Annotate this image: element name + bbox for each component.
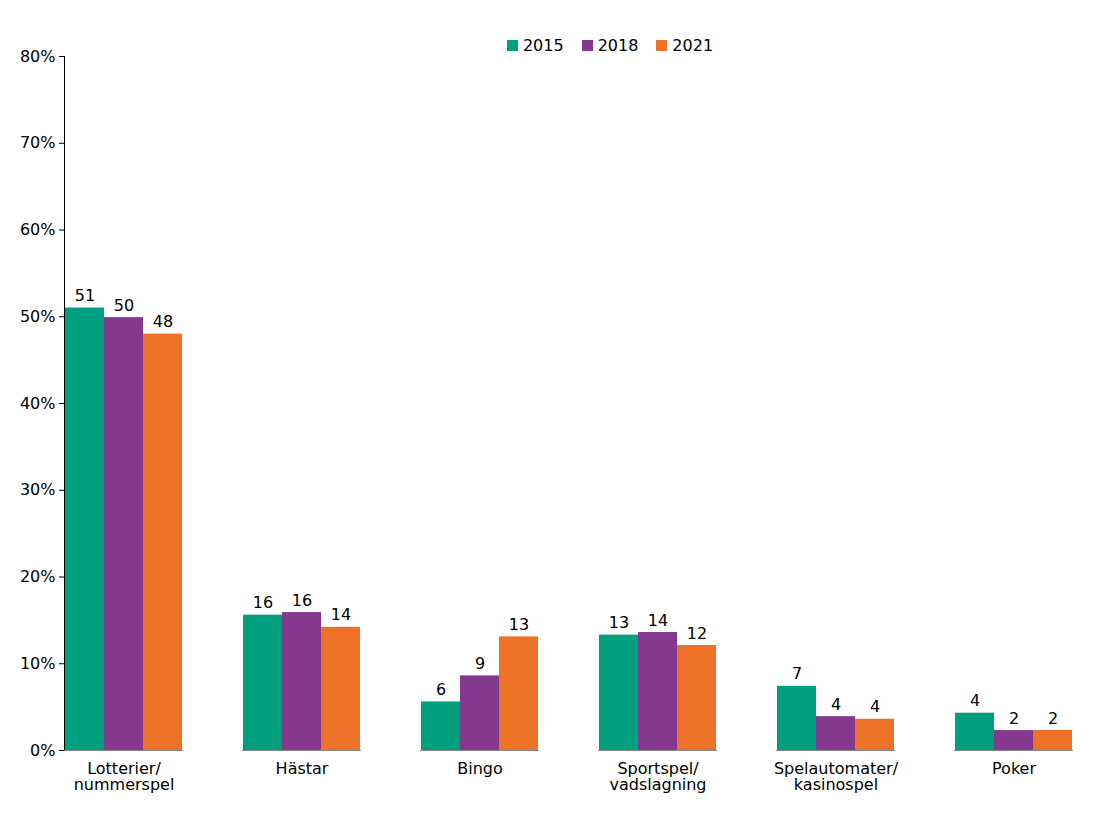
- svg-text:60%: 60%: [20, 220, 56, 239]
- svg-text:70%: 70%: [20, 133, 56, 152]
- svg-text:16: 16: [292, 591, 312, 610]
- svg-text:4: 4: [970, 691, 980, 710]
- svg-text:13: 13: [609, 613, 629, 632]
- svg-text:Bingo: Bingo: [457, 759, 503, 778]
- svg-text:Sportspel/vadslagning: Sportspel/vadslagning: [609, 759, 706, 794]
- svg-text:16: 16: [253, 593, 273, 612]
- svg-text:Poker: Poker: [992, 759, 1036, 778]
- html-text:2015: 2015: [522, 36, 564, 55]
- svg-text:10%: 10%: [20, 654, 56, 673]
- html-text:2018: 2018: [597, 36, 639, 55]
- svg-text:50%: 50%: [20, 307, 56, 326]
- svg-text:14: 14: [648, 611, 668, 630]
- svg-text:9: 9: [475, 654, 485, 673]
- svg-text:Hästar: Hästar: [276, 759, 329, 778]
- svg-text:14: 14: [331, 605, 351, 624]
- svg-text:6: 6: [436, 680, 446, 699]
- svg-text:30%: 30%: [20, 480, 56, 499]
- svg-text:40%: 40%: [20, 394, 56, 413]
- svg-text:7: 7: [792, 664, 802, 683]
- svg-text:48: 48: [153, 312, 173, 331]
- svg-text:4: 4: [870, 697, 880, 716]
- svg-text:20%: 20%: [20, 567, 56, 586]
- svg-text:50: 50: [114, 296, 134, 315]
- svg-text:80%: 80%: [20, 47, 56, 66]
- svg-text:2: 2: [1048, 709, 1058, 728]
- html-text:2021: 2021: [672, 36, 714, 55]
- svg-text:0%: 0%: [30, 741, 55, 760]
- svg-text:Spelautomater/kasinospel: Spelautomater/kasinospel: [774, 759, 899, 794]
- svg-text:51: 51: [75, 286, 95, 305]
- svg-text:13: 13: [509, 615, 529, 634]
- svg-text:2: 2: [1009, 709, 1019, 728]
- svg-text:Lotterier/nummerspel: Lotterier/nummerspel: [74, 759, 175, 794]
- svg-text:12: 12: [687, 624, 707, 643]
- svg-text:4: 4: [831, 695, 841, 714]
